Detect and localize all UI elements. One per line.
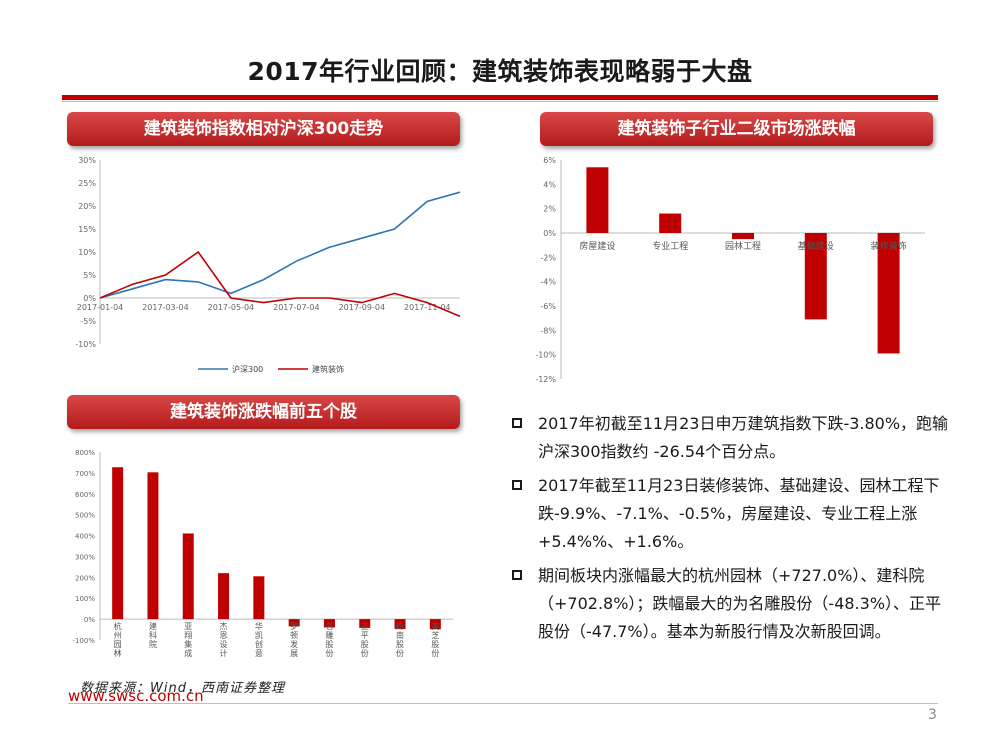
y-tick-label: 20%: [78, 202, 96, 211]
y-tick-label: 10%: [78, 248, 96, 257]
bullet-text: 2017年初截至11月23日申万建筑指数下跌-3.80%，跑输沪深300指数约 …: [538, 414, 949, 461]
square-bullet-icon: [512, 418, 522, 428]
footer-divider: [68, 703, 938, 704]
top-chart-header: 建筑装饰涨跌幅前五个股: [67, 395, 460, 429]
bar: [359, 619, 371, 628]
x-tick-label: 2017-05-04: [208, 303, 255, 312]
y-tick-label: 6%: [543, 156, 556, 165]
summary-bullets: 2017年初截至11月23日申万建筑指数下跌-3.80%，跑输沪深300指数约 …: [510, 410, 950, 652]
sub-industry-bar-chart: 6% 4% 2% 0% -2% -4% -6% -8% -10% -12% 房屋建设 专业工程 园林工程…: [535, 156, 925, 384]
page-number: 3: [928, 707, 937, 723]
y-tick-label: -5%: [80, 317, 96, 326]
y-tick-label: 700%: [75, 470, 95, 478]
x-tick-label: 园林工程: [725, 240, 761, 252]
y-tick-label: -2%: [540, 253, 556, 262]
x-tick-label: 装修装饰: [871, 240, 907, 252]
y-tick-label: 800%: [75, 449, 95, 457]
x-tick-label: 2017-11-04: [404, 303, 451, 312]
bullet-item: 期间板块内涨幅最大的杭州园林（+727.0%）、建科院（+702.8%）；跌幅最…: [510, 562, 950, 646]
bar: [323, 619, 335, 628]
line-chart-header: 建筑装饰指数相对沪深300走势: [67, 112, 460, 146]
x-tick-label: 岭南股份: [396, 621, 404, 658]
website-link[interactable]: www.swsc.com.cn: [68, 687, 204, 705]
x-tick-label: 亚翔集成: [184, 622, 192, 658]
bar: [288, 619, 300, 627]
y-tick-label: 0%: [83, 294, 96, 303]
x-tick-label: 杭州园林: [114, 621, 122, 658]
y-tick-label: -12%: [535, 375, 556, 384]
bullet-item: 2017年截至11月23日装修装饰、基础建设、园林工程下跌-9.9%、-7.1%…: [510, 472, 950, 556]
bar: [182, 533, 194, 620]
x-tick-label: 华凯创意: [255, 621, 263, 658]
y-tick-label: 25%: [78, 179, 96, 188]
y-tick-label: 100%: [75, 595, 95, 603]
title-divider: [62, 101, 938, 102]
top-stocks-bar-chart: 800% 700% 600% 500% 400% 300% 200% 100% 0% -100% 杭…: [72, 449, 453, 658]
y-tick-label: 0%: [543, 229, 556, 238]
y-tick-label: 2%: [543, 205, 556, 214]
square-bullet-icon: [512, 570, 522, 580]
y-tick-label: 4%: [543, 180, 556, 189]
title-underline: [62, 95, 938, 100]
bar: [732, 233, 754, 240]
x-tick-label: 建科院: [149, 621, 157, 649]
sub-chart-header: 建筑装饰子行业二级市场涨跌幅: [540, 112, 933, 146]
bar: [659, 213, 682, 233]
y-tick-label: 400%: [75, 533, 95, 541]
series-line-construction: [99, 250, 461, 318]
y-tick-label: -6%: [540, 302, 556, 311]
x-tick-label: 基础建设: [798, 240, 834, 252]
y-tick-label: 600%: [75, 491, 95, 499]
y-tick-label: 500%: [75, 512, 95, 520]
x-tick-label: 专业工程: [652, 240, 688, 252]
legend-label: 建筑装饰: [312, 364, 344, 374]
y-tick-label: -10%: [75, 340, 96, 349]
y-tick-label: -8%: [540, 326, 556, 335]
page-title: 2017年行业回顾：建筑装饰表现略弱于大盘: [247, 57, 753, 86]
bar: [253, 576, 265, 620]
bar: [112, 467, 124, 620]
x-tick-label: 杰恩设计: [220, 621, 228, 658]
bullet-text: 2017年截至11月23日装修装饰、基础建设、园林工程下跌-9.9%、-7.1%…: [538, 476, 940, 551]
x-tick-label: 罗顿发展: [290, 622, 298, 658]
series-line-hs300: [99, 191, 461, 299]
x-tick-label: 2017-09-04: [339, 303, 386, 312]
y-tick-label: 200%: [75, 574, 95, 582]
x-tick-label: 正平股份: [361, 622, 369, 658]
y-tick-label: -100%: [72, 637, 95, 645]
bar: [394, 619, 406, 630]
x-tick-label: 美芝股份: [431, 621, 439, 658]
y-tick-label: 300%: [75, 553, 95, 561]
bar: [804, 233, 827, 320]
y-tick-label: 15%: [78, 225, 96, 234]
x-tick-label: 房屋建设: [579, 240, 615, 252]
bar: [586, 167, 609, 233]
bar: [147, 472, 159, 620]
y-tick-label: -4%: [540, 278, 556, 287]
bullet-item: 2017年初截至11月23日申万建筑指数下跌-3.80%，跑输沪深300指数约 …: [510, 410, 950, 466]
square-bullet-icon: [512, 480, 522, 490]
bar: [429, 619, 441, 630]
x-tick-label: 名雕股份: [325, 621, 333, 658]
bar: [877, 233, 900, 354]
x-tick-label: 2017-01-04: [77, 303, 124, 312]
x-tick-label: 2017-03-04: [142, 303, 189, 312]
y-tick-label: 0%: [84, 616, 95, 624]
source-note: 数据来源：Wind，西南证券整理: [80, 681, 285, 696]
y-tick-label: 5%: [83, 271, 96, 280]
bar: [218, 573, 230, 620]
line-chart: 30% 25% 20% 15% 10% 5% 0% -5% -10% 2017-01-04 2017…: [75, 156, 461, 374]
x-tick-label: 2017-07-04: [273, 303, 320, 312]
y-tick-label: -10%: [535, 351, 556, 360]
bullet-text: 期间板块内涨幅最大的杭州园林（+727.0%）、建科院（+702.8%）；跌幅最…: [538, 566, 942, 641]
y-tick-label: 30%: [78, 156, 96, 165]
legend-label: 沪深300: [232, 364, 263, 374]
